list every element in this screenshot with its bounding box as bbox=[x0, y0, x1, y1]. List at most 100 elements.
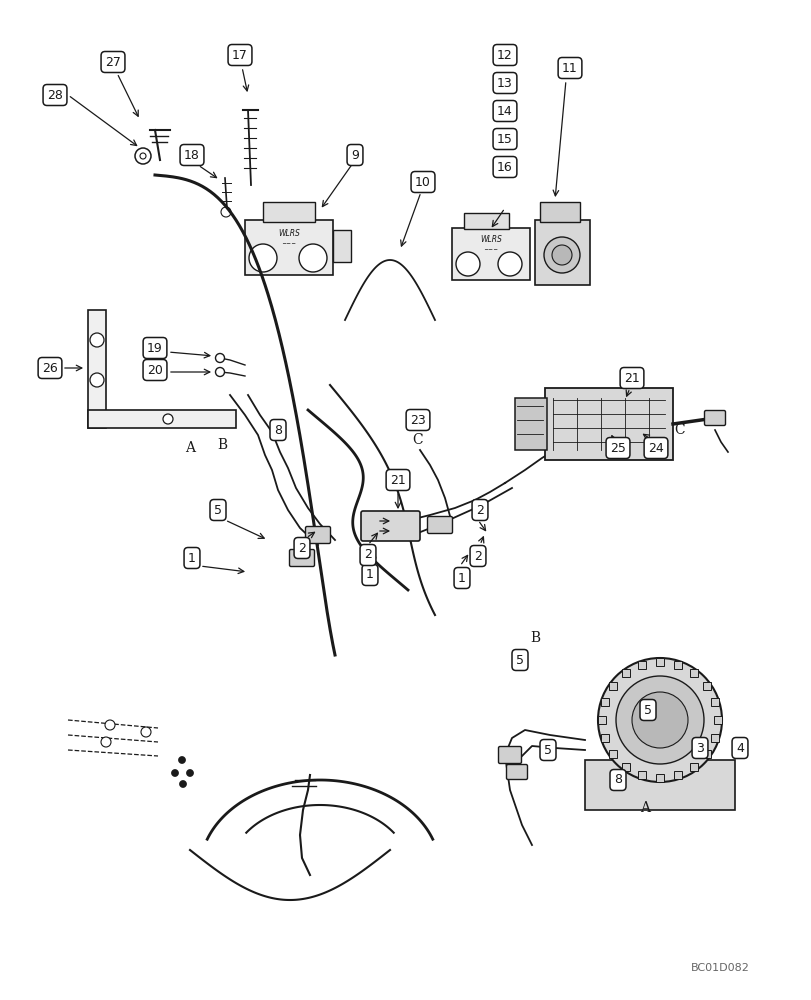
FancyBboxPatch shape bbox=[608, 750, 616, 758]
Text: 26: 26 bbox=[42, 361, 58, 374]
Text: 1: 1 bbox=[188, 552, 195, 564]
Text: C: C bbox=[412, 433, 423, 447]
FancyBboxPatch shape bbox=[710, 698, 719, 706]
Text: B: B bbox=[530, 631, 539, 645]
Text: ─ ─ ─: ─ ─ ─ bbox=[282, 241, 295, 246]
FancyBboxPatch shape bbox=[498, 746, 521, 764]
FancyBboxPatch shape bbox=[608, 682, 616, 690]
Text: 4: 4 bbox=[735, 742, 743, 754]
FancyBboxPatch shape bbox=[514, 398, 547, 450]
Text: 23: 23 bbox=[410, 414, 425, 426]
FancyBboxPatch shape bbox=[637, 661, 646, 669]
Text: 18: 18 bbox=[184, 149, 200, 162]
FancyBboxPatch shape bbox=[710, 734, 719, 742]
Text: 10: 10 bbox=[414, 176, 431, 189]
Text: 2: 2 bbox=[475, 504, 483, 516]
Text: 2: 2 bbox=[474, 550, 482, 562]
Text: 5: 5 bbox=[214, 504, 221, 516]
Text: B: B bbox=[217, 438, 227, 452]
Text: 11: 11 bbox=[561, 62, 577, 75]
Text: BC01D082: BC01D082 bbox=[689, 963, 749, 973]
Circle shape bbox=[616, 676, 703, 764]
Circle shape bbox=[139, 153, 146, 159]
FancyBboxPatch shape bbox=[534, 220, 590, 285]
Text: 3: 3 bbox=[695, 742, 703, 754]
FancyBboxPatch shape bbox=[290, 550, 314, 566]
FancyBboxPatch shape bbox=[463, 213, 508, 229]
Circle shape bbox=[456, 252, 479, 276]
Circle shape bbox=[101, 737, 111, 747]
FancyBboxPatch shape bbox=[702, 682, 710, 690]
Text: A: A bbox=[185, 441, 195, 455]
Circle shape bbox=[497, 252, 521, 276]
Circle shape bbox=[90, 373, 104, 387]
Text: 5: 5 bbox=[643, 704, 651, 716]
FancyBboxPatch shape bbox=[539, 202, 579, 222]
FancyBboxPatch shape bbox=[600, 698, 608, 706]
Circle shape bbox=[631, 692, 687, 748]
FancyBboxPatch shape bbox=[597, 716, 605, 724]
FancyBboxPatch shape bbox=[621, 669, 629, 677]
FancyBboxPatch shape bbox=[361, 511, 419, 541]
Text: 21: 21 bbox=[389, 474, 406, 487]
Text: C: C bbox=[674, 423, 684, 437]
FancyBboxPatch shape bbox=[506, 764, 527, 779]
FancyBboxPatch shape bbox=[689, 763, 697, 771]
Text: 16: 16 bbox=[496, 161, 513, 174]
FancyBboxPatch shape bbox=[584, 760, 734, 810]
FancyBboxPatch shape bbox=[713, 716, 721, 724]
Circle shape bbox=[178, 756, 185, 764]
FancyBboxPatch shape bbox=[88, 310, 106, 428]
FancyBboxPatch shape bbox=[655, 658, 663, 666]
Circle shape bbox=[171, 769, 178, 776]
FancyBboxPatch shape bbox=[88, 410, 236, 428]
Text: ─ ─ ─: ─ ─ ─ bbox=[484, 247, 497, 252]
Circle shape bbox=[551, 245, 571, 265]
Circle shape bbox=[179, 780, 187, 787]
Text: 13: 13 bbox=[496, 77, 513, 90]
Text: 1: 1 bbox=[366, 568, 374, 582]
FancyBboxPatch shape bbox=[637, 771, 646, 779]
Text: 17: 17 bbox=[232, 49, 247, 62]
Circle shape bbox=[215, 354, 224, 362]
FancyBboxPatch shape bbox=[689, 669, 697, 677]
Circle shape bbox=[249, 244, 277, 272]
Text: 12: 12 bbox=[496, 49, 513, 62]
Circle shape bbox=[141, 727, 151, 737]
Text: 5: 5 bbox=[543, 744, 551, 756]
Text: WLRS: WLRS bbox=[479, 235, 501, 244]
Text: 27: 27 bbox=[105, 56, 121, 69]
Text: 8: 8 bbox=[273, 424, 281, 436]
FancyBboxPatch shape bbox=[600, 734, 608, 742]
Text: 14: 14 bbox=[496, 105, 513, 118]
FancyBboxPatch shape bbox=[452, 228, 530, 280]
Text: 1: 1 bbox=[457, 572, 466, 584]
Text: 20: 20 bbox=[147, 363, 163, 376]
Text: A: A bbox=[639, 801, 649, 815]
Text: 15: 15 bbox=[496, 133, 513, 146]
FancyBboxPatch shape bbox=[673, 771, 681, 779]
Text: WLRS: WLRS bbox=[277, 230, 299, 238]
FancyBboxPatch shape bbox=[621, 763, 629, 771]
Circle shape bbox=[543, 237, 579, 273]
Text: 5: 5 bbox=[515, 654, 523, 666]
Text: 25: 25 bbox=[609, 442, 625, 454]
Text: 2: 2 bbox=[363, 548, 371, 562]
FancyBboxPatch shape bbox=[263, 202, 315, 222]
Text: 28: 28 bbox=[47, 89, 63, 102]
FancyBboxPatch shape bbox=[702, 750, 710, 758]
Circle shape bbox=[135, 148, 151, 164]
Circle shape bbox=[90, 333, 104, 347]
Text: 21: 21 bbox=[624, 371, 639, 384]
FancyBboxPatch shape bbox=[655, 774, 663, 782]
FancyBboxPatch shape bbox=[333, 230, 350, 262]
Text: 8: 8 bbox=[613, 773, 621, 786]
Text: 2: 2 bbox=[298, 542, 306, 554]
Text: 24: 24 bbox=[647, 442, 663, 454]
FancyBboxPatch shape bbox=[673, 661, 681, 669]
Text: 9: 9 bbox=[350, 149, 358, 162]
FancyBboxPatch shape bbox=[305, 526, 330, 544]
FancyBboxPatch shape bbox=[245, 220, 333, 275]
FancyBboxPatch shape bbox=[427, 516, 452, 534]
Circle shape bbox=[597, 658, 721, 782]
